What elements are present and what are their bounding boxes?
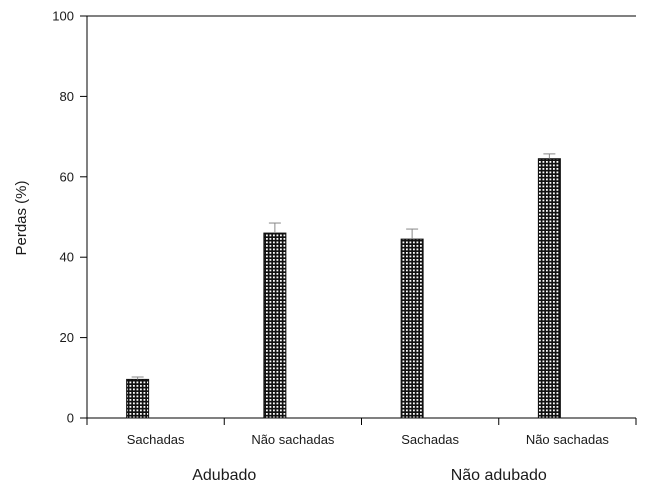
y-tick-label: 100 [52, 9, 74, 24]
y-tick-label: 40 [60, 250, 74, 265]
category-label-3: Sachadas [401, 432, 459, 447]
y-axis-title: Perdas (%) [13, 180, 30, 255]
bar-1 [126, 378, 150, 419]
y-tick-label: 0 [67, 411, 74, 426]
y-tick-label: 80 [60, 89, 74, 104]
group-label-1: Adubado [192, 467, 256, 484]
bar-3 [400, 238, 424, 419]
bar-4 [537, 158, 561, 419]
category-label-4: Não sachadas [526, 432, 610, 447]
category-label-1: Sachadas [127, 432, 185, 447]
y-tick-label: 20 [60, 330, 74, 345]
bar-2 [263, 232, 287, 419]
y-tick-label: 60 [60, 169, 74, 184]
plot-area: 0 20 40 60 80 100 Sachadas Não sachadas Sachadas… [52, 9, 637, 484]
category-label-2: Não sachadas [251, 432, 335, 447]
group-label-2: Não adubado [451, 467, 547, 484]
